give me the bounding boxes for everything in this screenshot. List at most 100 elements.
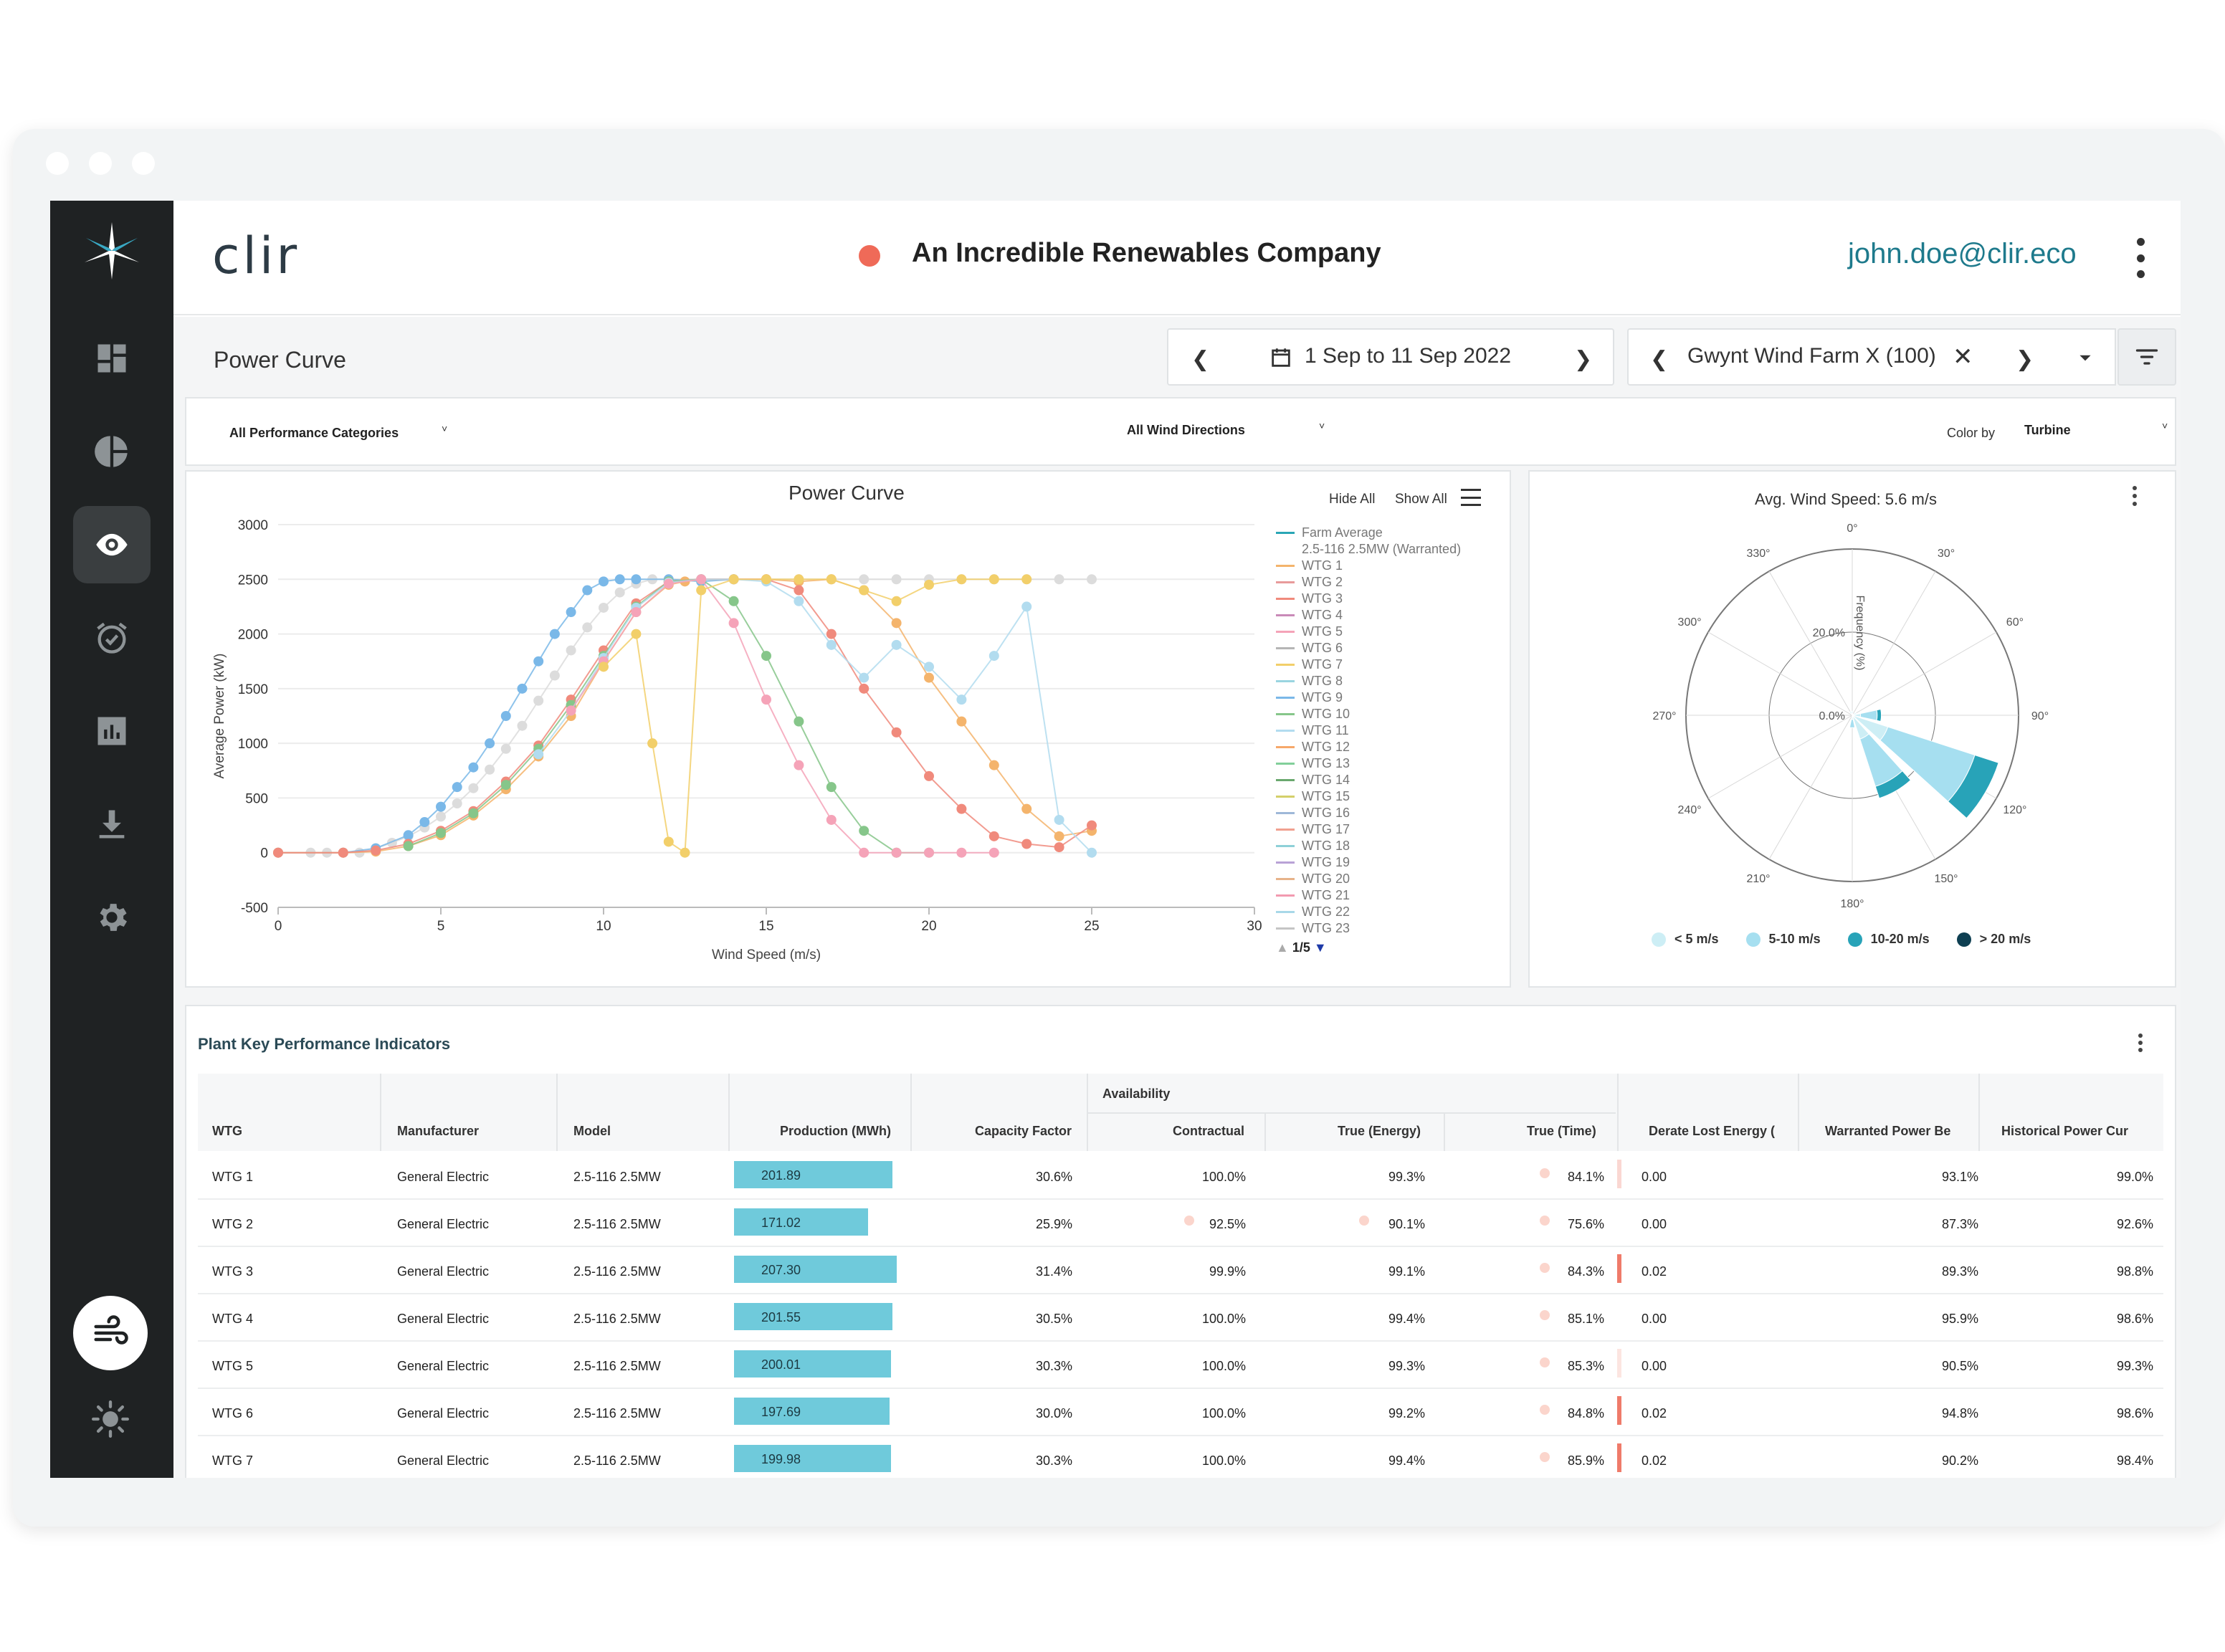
hide-all-button[interactable]: Hide All: [1329, 492, 1376, 507]
data-point[interactable]: [647, 738, 658, 749]
performance-category-select[interactable]: All Performance Categories: [229, 426, 399, 440]
column-header[interactable]: Contractual: [1173, 1124, 1245, 1138]
rose-legend-item[interactable]: 5-10 m/s: [1745, 932, 1821, 947]
farm-selector[interactable]: ❮ Gwynt Wind Farm X (100) ✕ ❯: [1627, 328, 2077, 386]
data-point[interactable]: [533, 749, 544, 760]
wind-direction-select[interactable]: All Wind Directions: [1127, 423, 1245, 437]
legend-item[interactable]: WTG 6: [1276, 640, 1505, 656]
series[interactable]: [403, 574, 934, 858]
series[interactable]: [533, 574, 1097, 858]
performance-caret-icon[interactable]: ˅: [442, 423, 448, 434]
data-point[interactable]: [794, 574, 804, 585]
data-point[interactable]: [614, 574, 625, 585]
data-point[interactable]: [1021, 803, 1032, 814]
legend-item[interactable]: WTG 11: [1276, 722, 1505, 739]
data-point[interactable]: [599, 576, 609, 587]
data-point[interactable]: [924, 579, 934, 590]
rose-segment[interactable]: [1947, 754, 1999, 819]
data-point[interactable]: [436, 801, 446, 812]
legend-item[interactable]: WTG 7: [1276, 656, 1505, 673]
window-dot-close[interactable]: [46, 152, 69, 175]
data-point[interactable]: [794, 596, 804, 606]
table-row[interactable]: WTG 2 General Electric 2.5-116 2.5MW 171.02…: [198, 1200, 2163, 1247]
data-point[interactable]: [761, 651, 771, 662]
column-header[interactable]: Model: [573, 1124, 611, 1138]
data-point[interactable]: [826, 814, 837, 825]
data-point[interactable]: [338, 847, 348, 858]
legend-item[interactable]: WTG 21: [1276, 887, 1505, 904]
data-point[interactable]: [517, 720, 528, 731]
color-by-caret-icon[interactable]: ˅: [2162, 420, 2168, 431]
data-point[interactable]: [566, 645, 576, 656]
farm-prev-chevron-icon[interactable]: ❮: [1650, 348, 1669, 371]
rose-direction[interactable]: [1851, 710, 1854, 716]
data-point[interactable]: [500, 780, 511, 791]
rose-segment[interactable]: [1851, 710, 1854, 716]
legend-item[interactable]: WTG 17: [1276, 821, 1505, 838]
data-point[interactable]: [924, 770, 934, 781]
data-point[interactable]: [728, 618, 739, 629]
column-header[interactable]: Warranted Power Be: [1825, 1124, 1951, 1138]
data-point[interactable]: [1054, 814, 1064, 825]
data-point[interactable]: [891, 847, 902, 858]
data-point[interactable]: [549, 670, 560, 681]
rose-legend-item[interactable]: > 20 m/s: [1956, 932, 2031, 947]
legend-item[interactable]: WTG 13: [1276, 755, 1505, 772]
data-point[interactable]: [273, 847, 283, 858]
rose-legend-item[interactable]: < 5 m/s: [1652, 932, 1719, 947]
rose-segment[interactable]: [1874, 770, 1912, 799]
user-email[interactable]: john.doe@clir.eco: [1848, 238, 2077, 269]
data-point[interactable]: [956, 847, 967, 858]
rose-legend-item[interactable]: 10-20 m/s: [1847, 932, 1930, 947]
data-point[interactable]: [728, 596, 739, 606]
header-more-menu-icon[interactable]: [2135, 238, 2146, 278]
legend-item[interactable]: WTG 18: [1276, 838, 1505, 854]
legend-item[interactable]: WTG 23: [1276, 920, 1505, 937]
rose-direction[interactable]: [1852, 712, 1857, 716]
rose-direction[interactable]: [1852, 708, 1882, 722]
nav-theme[interactable]: [73, 1382, 148, 1456]
column-header[interactable]: True (Energy): [1338, 1124, 1421, 1138]
data-point[interactable]: [1021, 574, 1032, 585]
data-point[interactable]: [728, 574, 739, 585]
farm-dropdown-button[interactable]: [2056, 328, 2116, 386]
legend-item[interactable]: WTG 15: [1276, 788, 1505, 805]
filter-button[interactable]: [2117, 328, 2176, 386]
nav-monitor[interactable]: [73, 506, 151, 583]
date-prev-chevron-icon[interactable]: ❮: [1191, 348, 1210, 371]
rose-segment[interactable]: [1849, 719, 1856, 728]
data-point[interactable]: [680, 847, 690, 858]
legend-item[interactable]: WTG 12: [1276, 739, 1505, 755]
data-point[interactable]: [549, 629, 560, 639]
data-point[interactable]: [859, 672, 869, 683]
data-point[interactable]: [663, 836, 674, 847]
data-point[interactable]: [599, 662, 609, 672]
data-point[interactable]: [891, 639, 902, 650]
data-point[interactable]: [614, 587, 625, 598]
data-point[interactable]: [500, 743, 511, 754]
legend-item[interactable]: WTG 4: [1276, 607, 1505, 624]
legend-item[interactable]: WTG 1: [1276, 558, 1505, 574]
series[interactable]: [273, 574, 1097, 858]
data-point[interactable]: [988, 847, 999, 858]
data-point[interactable]: [956, 574, 967, 585]
data-point[interactable]: [566, 705, 576, 716]
data-point[interactable]: [761, 574, 771, 585]
data-point[interactable]: [582, 622, 593, 633]
data-point[interactable]: [956, 716, 967, 727]
data-point[interactable]: [924, 662, 934, 672]
data-point[interactable]: [1054, 574, 1064, 585]
data-point[interactable]: [485, 764, 495, 775]
date-next-chevron-icon[interactable]: ❯: [1574, 348, 1593, 371]
table-row[interactable]: WTG 3 General Electric 2.5-116 2.5MW 207.30…: [198, 1247, 2163, 1294]
nav-dashboard[interactable]: [73, 320, 151, 397]
legend-prev-icon[interactable]: ▲: [1276, 940, 1289, 955]
data-point[interactable]: [419, 816, 430, 827]
legend-item[interactable]: WTG 8: [1276, 673, 1505, 689]
data-point[interactable]: [631, 574, 642, 585]
column-header[interactable]: Capacity Factor: [975, 1124, 1072, 1138]
wind-rose-menu-icon[interactable]: [2132, 486, 2138, 506]
data-point[interactable]: [663, 578, 674, 589]
data-point[interactable]: [761, 694, 771, 705]
data-point[interactable]: [956, 694, 967, 705]
